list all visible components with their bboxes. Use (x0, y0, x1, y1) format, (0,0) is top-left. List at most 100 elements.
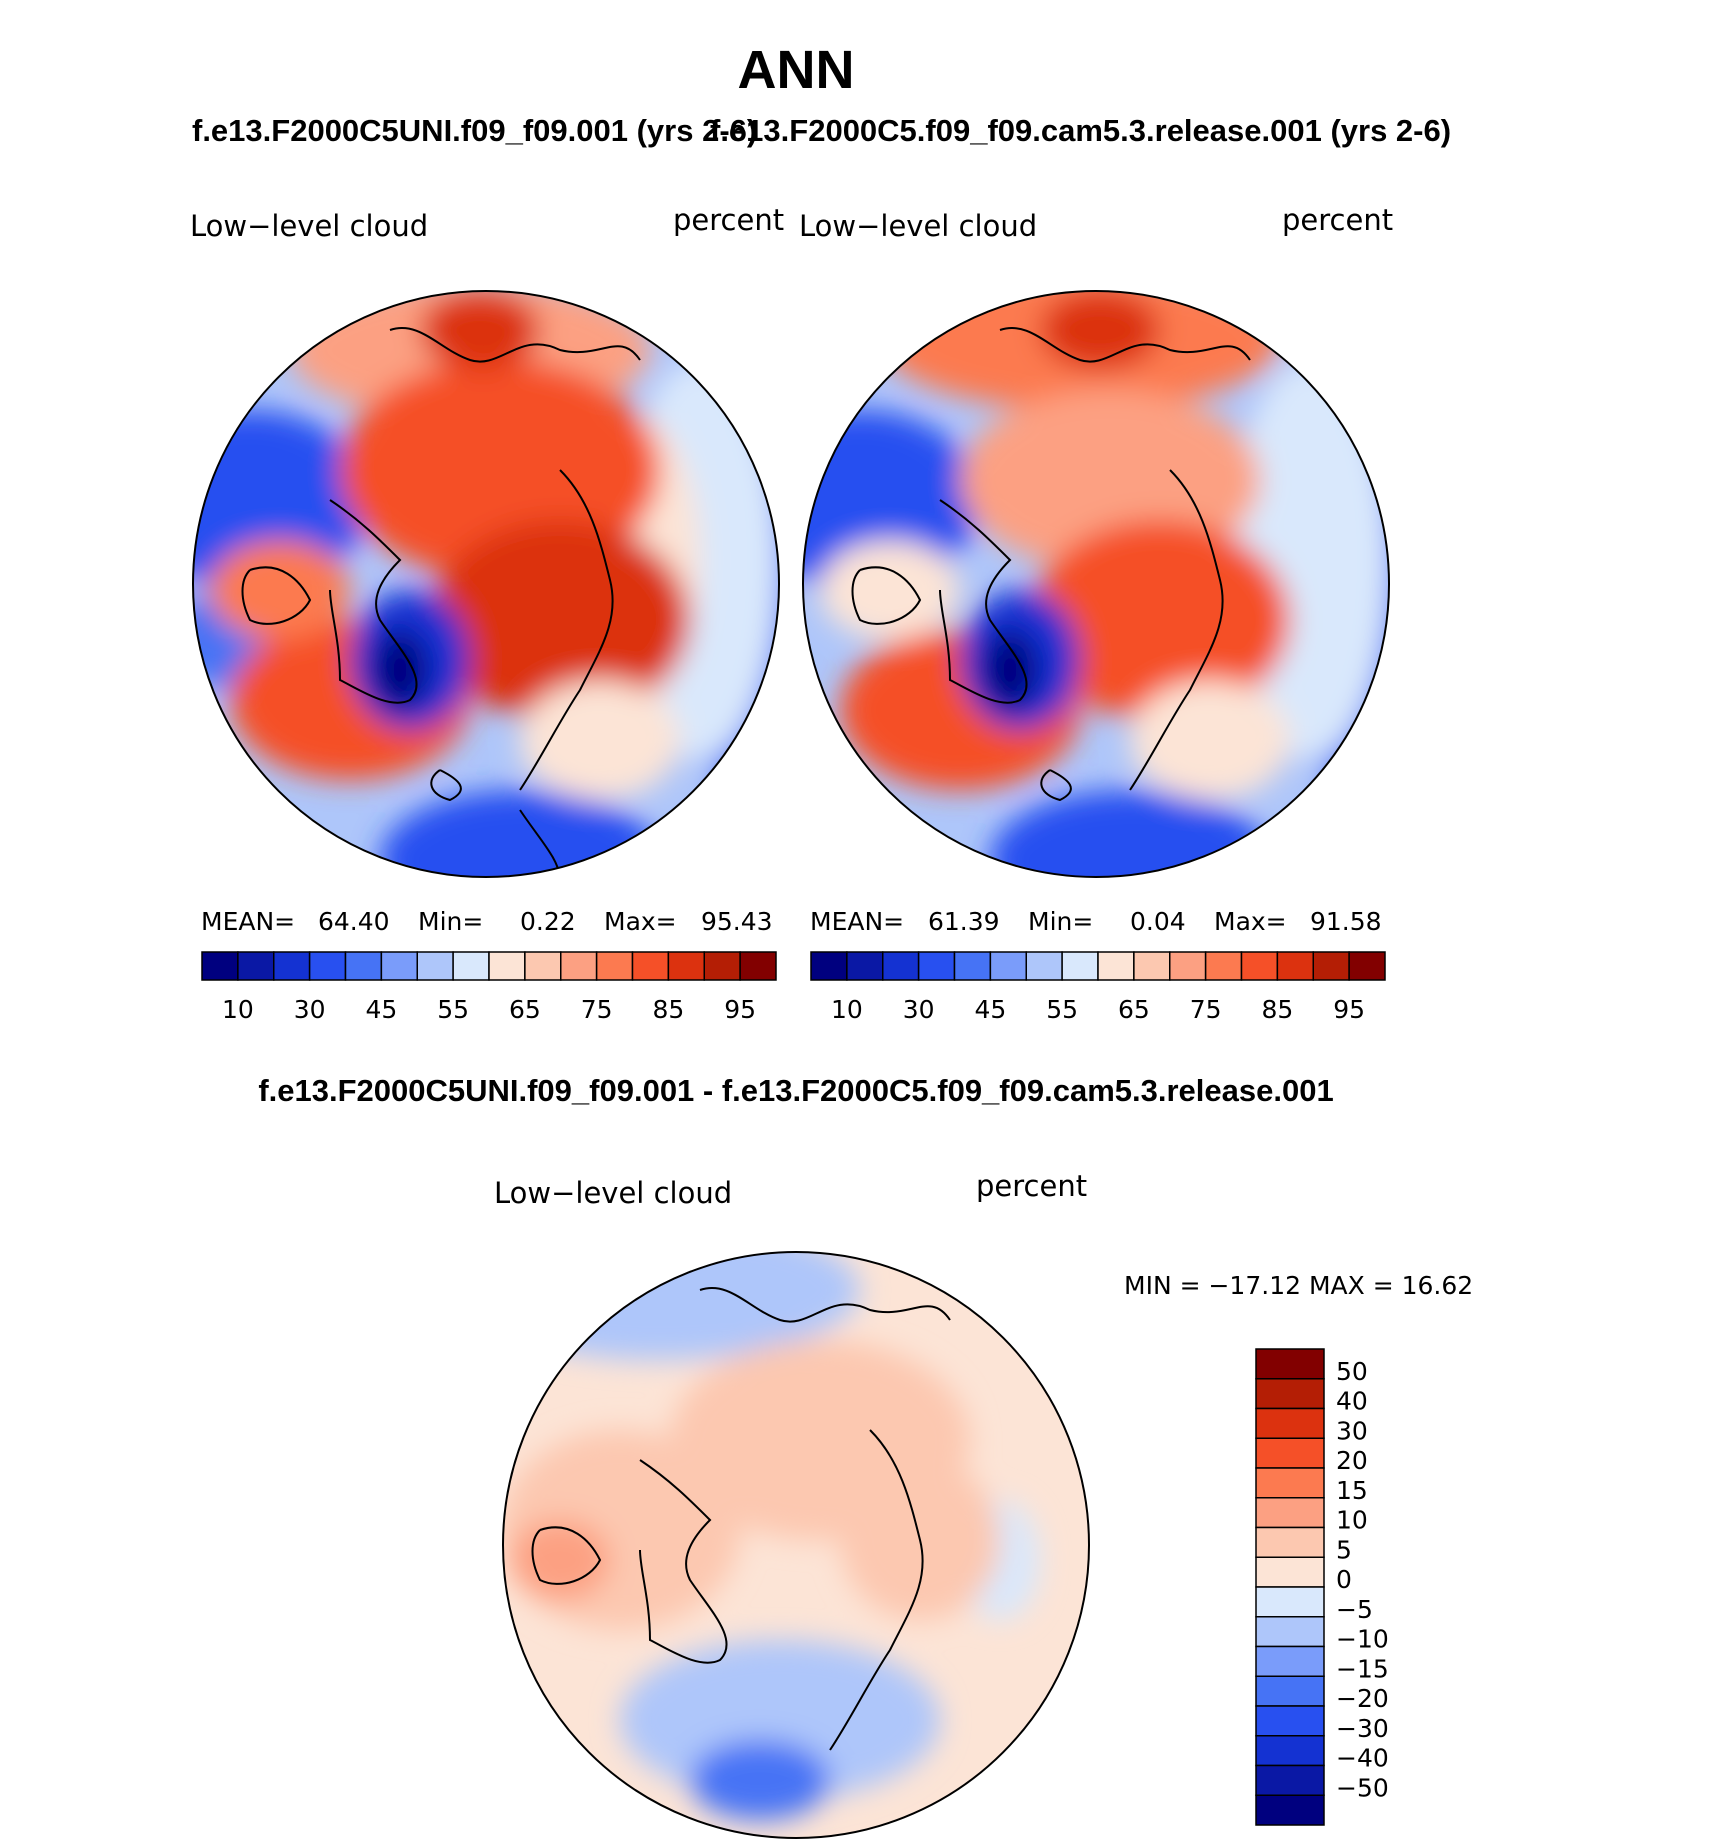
colorbar-difference-tick-label: 15 (1336, 1476, 1368, 1505)
colorbar-difference-tick-label: 40 (1336, 1387, 1368, 1416)
colorbar-case1-swatch (703, 951, 741, 981)
colorbar-case2-swatch (917, 951, 956, 981)
colorbar-case1-swatch (201, 951, 239, 981)
panel3-variable-label: Low−level cloud (494, 1176, 732, 1210)
polar-map-case1 (193, 291, 779, 877)
colorbar-case1-swatch (631, 951, 670, 981)
colorbar-case1-tick-label: 85 (652, 995, 684, 1024)
colorbar-case1-swatch (488, 951, 526, 981)
polar-map-case2 (803, 291, 1389, 877)
map3-boundary (502, 1251, 1090, 1839)
colorbar-difference-swatch (1255, 1735, 1325, 1767)
colorbar-difference-tick-label: −15 (1336, 1654, 1389, 1683)
colorbar-case2-swatch (1097, 951, 1135, 981)
colorbar-case1-tick-label: 10 (222, 995, 254, 1024)
colorbar-difference-tick-label: −20 (1336, 1684, 1389, 1713)
panel2-mean-label: MEAN= (810, 907, 904, 936)
colorbar-case1-swatch (667, 951, 705, 981)
colorbar-case2-swatch (1312, 951, 1350, 981)
colorbar-difference-swatch (1255, 1794, 1325, 1826)
colorbar-case2: 10 30 45 55 65 75 85 95 (810, 951, 1386, 1024)
colorbar-case2-tick-label: 65 (1118, 995, 1150, 1024)
panel2-max-value: 91.58 (1310, 907, 1382, 936)
map1-boundary (192, 290, 780, 878)
colorbar-case1-swatch (739, 951, 777, 981)
panel1-max-value: 95.43 (701, 907, 773, 936)
colorbar-case1-tick-label: 55 (437, 995, 469, 1024)
panel2-min-label: Min= (1028, 907, 1093, 936)
polar-map-difference (503, 1252, 1089, 1838)
colorbar-difference-swatch (1255, 1616, 1325, 1648)
map2-boundary (802, 290, 1390, 878)
colorbar-difference-tick-label: 30 (1336, 1416, 1368, 1445)
colorbar-case2-tick-label: 75 (1190, 995, 1222, 1024)
colorbar-difference-swatch (1255, 1705, 1325, 1737)
diff-title: f.e13.F2000C5UNI.f09_f09.001 - f.e13.F20… (258, 1073, 1333, 1108)
colorbar-case1-swatch (452, 951, 490, 981)
colorbar-difference-swatch (1255, 1437, 1325, 1469)
colorbar-difference-swatch (1255, 1407, 1325, 1439)
panel1-max-label: Max= (604, 907, 677, 936)
colorbar-difference-tick-label: −50 (1336, 1773, 1389, 1802)
colorbar-case2-swatch (810, 951, 848, 981)
colorbar-difference-tick-label: 5 (1336, 1535, 1352, 1564)
panel1-units-label: percent (673, 203, 784, 237)
colorbar-difference-tick-label: 0 (1336, 1565, 1352, 1594)
panel2-mean-value: 61.39 (928, 907, 1000, 936)
colorbar-case2-swatch (989, 951, 1027, 981)
panel2-min-value: 0.04 (1130, 907, 1186, 936)
colorbar-difference-swatch (1255, 1526, 1325, 1558)
colorbar-difference-swatch (1255, 1764, 1325, 1796)
colorbar-case1-swatch (344, 951, 383, 981)
colorbar-case2-tick-label: 45 (974, 995, 1006, 1024)
colorbar-case2-swatch (1204, 951, 1243, 981)
colorbar-case2-swatch (1348, 951, 1386, 981)
colorbar-difference-swatch (1255, 1586, 1325, 1618)
colorbar-case2-swatch (953, 951, 992, 981)
panel3-minmax: MIN = −17.12 MAX = 16.62 (1124, 1271, 1473, 1300)
season-title: ANN (738, 40, 855, 100)
colorbar-difference-tick-label: −40 (1336, 1744, 1389, 1773)
colorbar-case2-tick-label: 95 (1333, 995, 1365, 1024)
colorbar-case2-swatch (1061, 951, 1099, 981)
colorbar-case2-swatch (1133, 951, 1171, 981)
colorbar-case1-swatch (380, 951, 418, 981)
colorbar-case2-swatch (1276, 951, 1314, 981)
colorbar-difference-tick-label: 10 (1336, 1506, 1368, 1535)
panel2-stats: MEAN= 61.39 Min= 0.04 Max= 91.58 (810, 907, 1382, 936)
colorbar-difference-tick-label: 50 (1336, 1357, 1368, 1386)
colorbar-case2-swatch (1169, 951, 1207, 981)
panel1-mean-label: MEAN= (201, 907, 295, 936)
case2-title: f.e13.F2000C5.f09_f09.cam5.3.release.001… (710, 113, 1451, 148)
colorbar-case1-swatch (416, 951, 454, 981)
colorbar-difference-swatch (1255, 1645, 1325, 1677)
colorbar-case1-swatch (273, 951, 311, 981)
colorbar-case2-tick-label: 10 (831, 995, 863, 1024)
panel1-min-label: Min= (418, 907, 483, 936)
colorbar-case1-swatch (560, 951, 598, 981)
colorbar-case2-swatch (1025, 951, 1063, 981)
colorbar-case1-tick-label: 75 (581, 995, 613, 1024)
colorbar-case2-swatch (1240, 951, 1279, 981)
colorbar-case1-swatch (308, 951, 347, 981)
colorbar-difference-swatch (1255, 1378, 1325, 1410)
panel1-min-value: 0.22 (520, 907, 576, 936)
colorbar-difference-swatch (1255, 1348, 1325, 1380)
panel3-units-label: percent (976, 1169, 1087, 1203)
panel1-mean-value: 64.40 (318, 907, 390, 936)
colorbar-difference-tick-label: −10 (1336, 1625, 1389, 1654)
colorbar-case1-swatch (524, 951, 562, 981)
colorbar-difference-tick-label: 20 (1336, 1446, 1368, 1475)
colorbar-difference-tick-label: −5 (1336, 1595, 1373, 1624)
panel2-units-label: percent (1282, 203, 1393, 237)
colorbar-case1-swatch (595, 951, 634, 981)
colorbar-case2-tick-label: 55 (1046, 995, 1078, 1024)
panel1-variable-label: Low−level cloud (190, 209, 428, 243)
colorbar-case2-tick-label: 30 (903, 995, 935, 1024)
colorbar-case2-tick-label: 85 (1261, 995, 1293, 1024)
colorbar-difference-swatch (1255, 1556, 1325, 1588)
case1-title: f.e13.F2000C5UNI.f09_f09.001 (yrs 2-6) (192, 113, 757, 148)
colorbar-case1-tick-label: 65 (509, 995, 541, 1024)
